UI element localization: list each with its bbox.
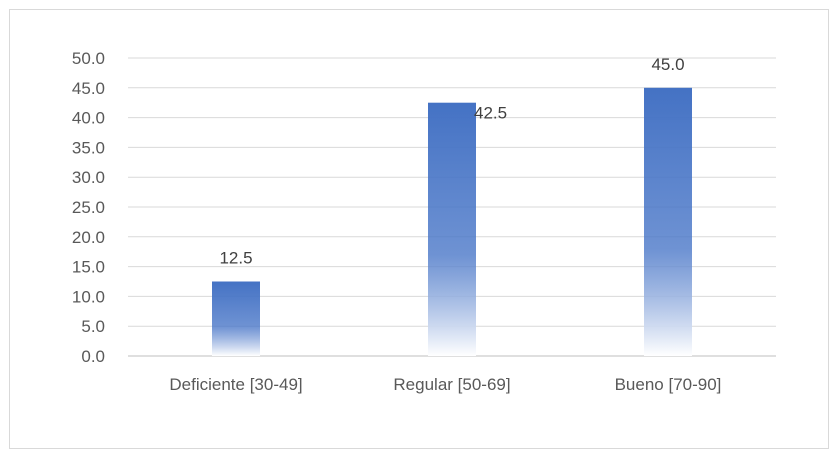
- data-label: 12.5: [219, 249, 252, 268]
- y-tick-label: 50.0: [72, 49, 105, 68]
- y-axis-ticks: 0.0 5.0 10.0 15.0 20.0 25.0 30.0 35.0 40.0 45.0 50…: [72, 49, 105, 366]
- chart-frame: [9, 9, 829, 449]
- y-tick-label: 20.0: [72, 228, 105, 247]
- x-tick-label: Bueno [70-90]: [615, 375, 722, 394]
- y-tick-label: 10.0: [72, 287, 105, 306]
- y-tick-label: 40.0: [72, 109, 105, 128]
- y-tick-label: 0.0: [81, 347, 105, 366]
- x-tick-label: Deficiente [30-49]: [169, 375, 302, 394]
- y-tick-label: 30.0: [72, 168, 105, 187]
- bar: [428, 102, 476, 356]
- x-axis-ticks: Deficiente [30-49] Regular [50-69] Bueno […: [169, 375, 721, 394]
- bar: [644, 87, 692, 357]
- bars: [212, 87, 692, 357]
- y-tick-label: 25.0: [72, 198, 105, 217]
- y-tick-label: 15.0: [72, 258, 105, 277]
- data-label: 42.5: [474, 104, 507, 123]
- y-tick-label: 35.0: [72, 138, 105, 157]
- y-tick-label: 5.0: [81, 317, 105, 336]
- y-tick-label: 45.0: [72, 79, 105, 98]
- data-label: 45.0: [651, 55, 684, 74]
- x-tick-label: Regular [50-69]: [393, 375, 510, 394]
- data-labels: 12.5 42.5 45.0: [219, 55, 684, 268]
- bar: [212, 281, 260, 356]
